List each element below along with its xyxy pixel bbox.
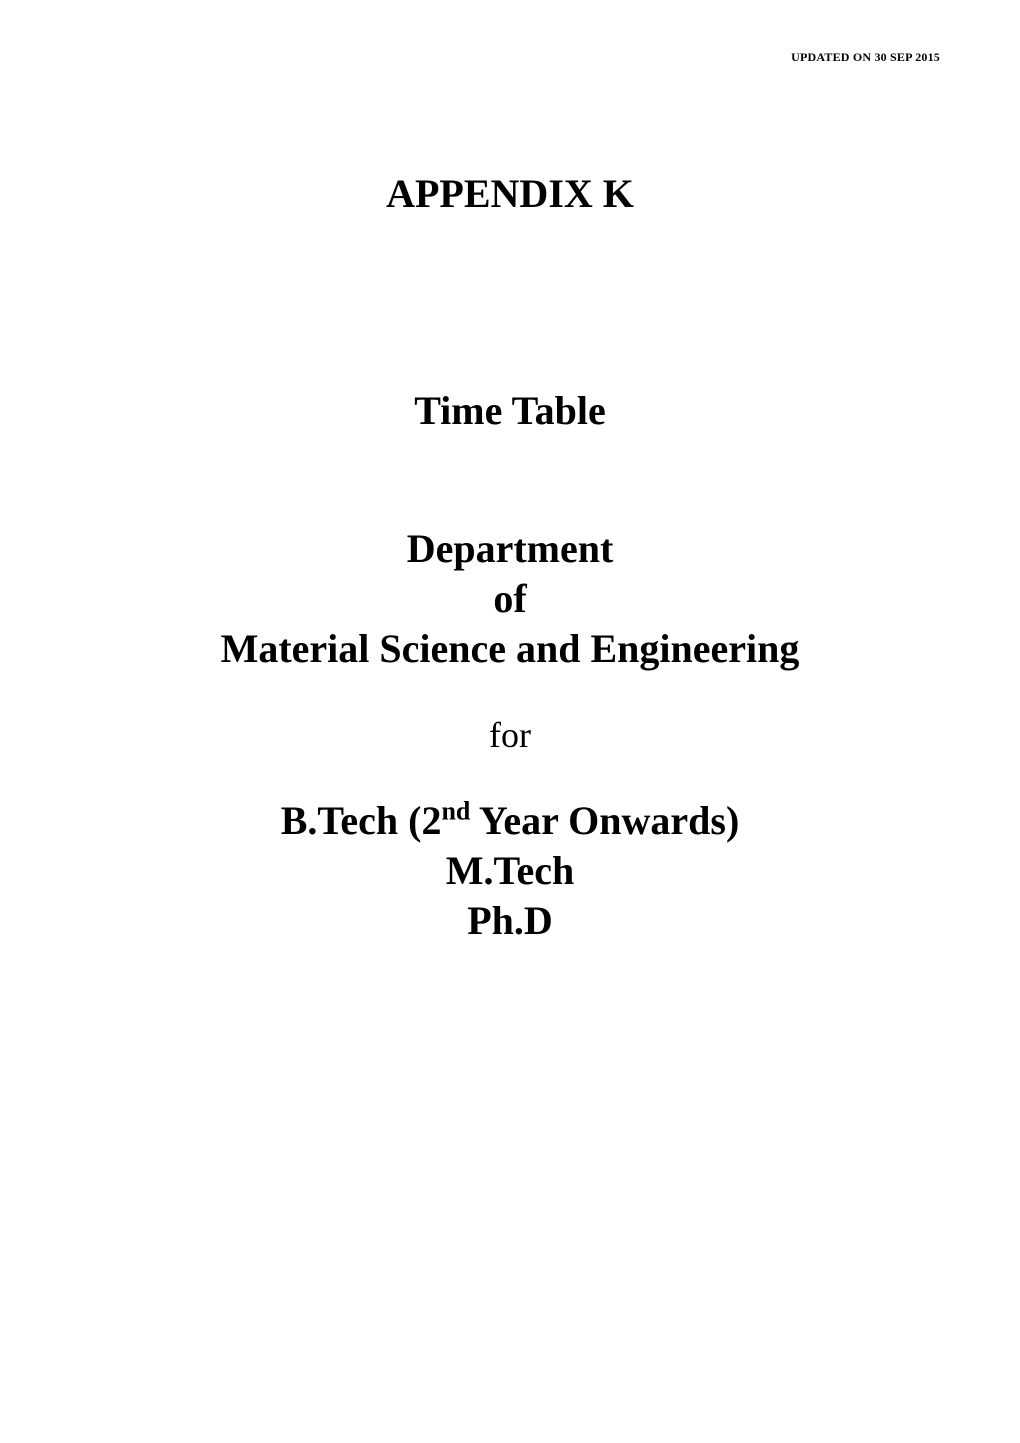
page: UPDATED ON 30 SEP 2015 APPENDIX K Time T… (0, 0, 1020, 1443)
appendix-title: APPENDIX K (80, 170, 940, 217)
program-btech: B.Tech (2nd Year Onwards) (80, 796, 940, 846)
department-line-3: Material Science and Engineering (80, 624, 940, 674)
btech-ordinal: nd (441, 797, 470, 826)
program-phd: Ph.D (80, 896, 940, 946)
main-title: Time Table (80, 387, 940, 434)
btech-suffix: Year Onwards) (470, 798, 739, 843)
programs-block: B.Tech (2nd Year Onwards) M.Tech Ph.D (80, 796, 940, 946)
department-line-1: Department (80, 524, 940, 574)
content-block: APPENDIX K Time Table Department of Mate… (80, 50, 940, 946)
header-update-note: UPDATED ON 30 SEP 2015 (791, 50, 940, 65)
program-mtech: M.Tech (80, 846, 940, 896)
department-line-2: of (80, 574, 940, 624)
for-word: for (80, 714, 940, 756)
btech-prefix: B.Tech (2 (281, 798, 442, 843)
department-block: Department of Material Science and Engin… (80, 524, 940, 674)
